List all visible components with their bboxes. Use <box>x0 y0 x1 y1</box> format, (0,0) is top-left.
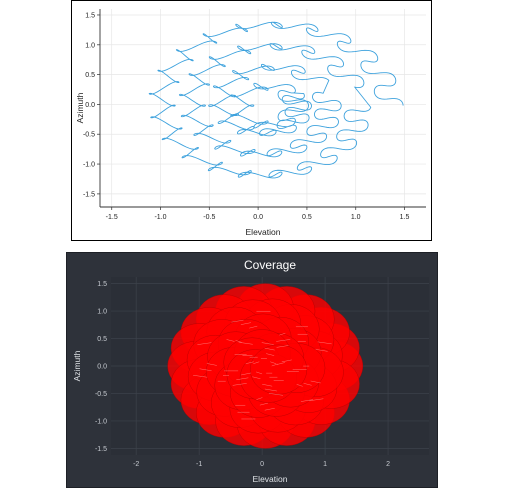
coverage-chart-panel: Coverage -2 -1 0 1 2 -1.5 -1.0 -0.5 0.0 0.5 1.0 1.5 E… <box>66 252 438 488</box>
coverage-texture-line <box>197 342 212 345</box>
coverage-texture-line <box>309 398 324 401</box>
y-tick-label: 1.5 <box>85 12 95 19</box>
y-tick-label: -1.0 <box>95 418 107 425</box>
coverage-texture <box>193 310 332 420</box>
plot-area <box>100 9 426 207</box>
coverage-texture-line <box>240 322 251 325</box>
coverage-texture-line <box>245 361 254 364</box>
coverage-texture-line <box>261 342 274 345</box>
coverage-texture-line <box>317 341 332 345</box>
coverage-texture-line <box>256 397 263 400</box>
coverage-texture-line <box>253 361 260 365</box>
x-axis-label: Elevation <box>246 227 281 237</box>
x-tick-label: -2 <box>133 461 139 468</box>
coverage-texture-line <box>259 402 268 406</box>
x-tick-label: -1 <box>196 461 202 468</box>
scan-path-chart: -1.5 -1.0 -0.5 0.0 0.5 1.0 1.5 -1.5 -1.0 -0.5 0.0 0… <box>75 9 426 237</box>
coverage-texture-line <box>206 363 217 366</box>
coverage-chart: Coverage -2 -1 0 1 2 -1.5 -1.0 -0.5 0.0 0.5 1.0 1.5 E… <box>67 253 437 487</box>
x-tick-label: 1.5 <box>400 214 410 221</box>
x-tick-label: -1.0 <box>154 214 166 221</box>
coverage-texture-line <box>226 339 235 342</box>
coverage-texture-line <box>279 332 286 336</box>
coverage-texture-line <box>241 372 252 376</box>
coverage-texture-line <box>264 407 275 411</box>
coverage-texture-line <box>276 345 289 348</box>
coverage-texture-line <box>276 339 291 342</box>
coverage-texture-line <box>193 374 208 378</box>
coverage-texture-line <box>296 384 303 387</box>
coverage-texture-line <box>276 362 285 365</box>
coverage-texture-line <box>231 319 244 323</box>
y-tick-label: -1.0 <box>83 162 95 169</box>
y-tick-label: -1.5 <box>95 446 107 453</box>
y-axis-label: Azimuth <box>72 350 82 381</box>
coverage-texture-line <box>264 347 275 351</box>
coverage-texture-line <box>256 371 263 375</box>
coverage-texture-line <box>249 325 258 329</box>
coverage-texture-line <box>268 393 283 396</box>
coverage-texture-line <box>315 349 328 352</box>
coverage-texture-line <box>300 399 313 402</box>
y-tick-label: -1.5 <box>83 191 95 198</box>
x-tick-label: 2 <box>386 461 390 468</box>
coverage-texture-line <box>235 340 242 343</box>
y-tick-label: 1.5 <box>97 281 107 288</box>
x-tick-label: 0.5 <box>302 214 312 221</box>
y-tick-label: -0.5 <box>83 132 95 139</box>
coverage-texture-line <box>232 383 247 386</box>
coverage-texture-line <box>238 342 253 345</box>
y-tick-label: 0.5 <box>85 72 95 79</box>
coverage-texture-line <box>266 353 275 356</box>
coverage-circle <box>249 344 308 395</box>
x-axis-label: Elevation <box>253 474 288 484</box>
coverage-texture-line <box>310 380 321 384</box>
y-tick-label: 0.0 <box>97 364 107 371</box>
coverage-texture-line <box>264 388 277 392</box>
scan-path-chart-panel: -1.5 -1.0 -0.5 0.0 0.5 1.0 1.5 -1.5 -1.0 -0.5 0.0 0… <box>71 0 432 241</box>
y-tick-label: 1.0 <box>85 42 95 49</box>
coverage-texture-line <box>270 361 277 365</box>
x-tick-label: 1 <box>323 461 327 468</box>
y-tick-label: 0.0 <box>85 102 95 109</box>
x-tick-label: 0 <box>260 461 264 468</box>
coverage-circles <box>167 283 364 449</box>
chart-title: Coverage <box>244 258 296 272</box>
coverage-texture-line <box>236 377 249 381</box>
scan-path-line <box>148 21 404 179</box>
coverage-texture-line <box>262 383 273 387</box>
coverage-texture-line <box>199 368 212 372</box>
x-tick-label: 0.0 <box>253 214 263 221</box>
coverage-texture-line <box>303 383 312 386</box>
y-tick-label: -0.5 <box>95 391 107 398</box>
x-tick-label: -0.5 <box>203 214 215 221</box>
coverage-texture-line <box>252 376 261 380</box>
x-tick-label: 1.0 <box>351 214 361 221</box>
y-tick-label: 0.5 <box>97 336 107 343</box>
y-tick-label: 1.0 <box>97 309 107 316</box>
y-axis-label: Azimuth <box>75 92 85 123</box>
coverage-texture-line <box>281 359 292 363</box>
x-tick-label: -1.5 <box>106 214 118 221</box>
coverage-texture-line <box>271 363 278 367</box>
